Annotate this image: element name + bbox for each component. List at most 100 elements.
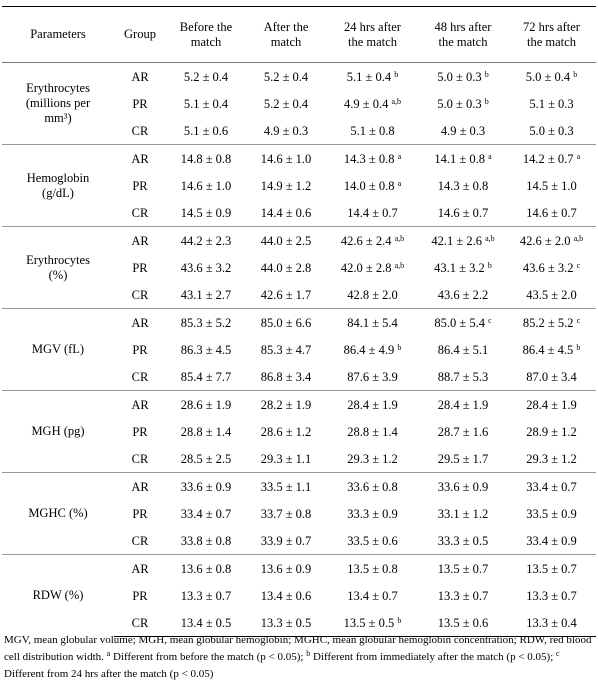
column-header: 48 hrs after the match [419,6,507,63]
column-header: 72 hrs after the match [507,6,596,63]
superscript: c [488,315,492,325]
value-text: 29.3 ± 1.1 [260,451,312,466]
value-text: 85.0 ± 6.6 [260,315,312,330]
parameter-cell: Erythrocytes (millions per mm³) [2,62,114,145]
value-cell: 33.6 ± 0.8 [326,472,419,500]
value-cell: 5.1 ± 0.3 [507,90,596,117]
value-text: 43.6 ± 3.2 [522,260,574,275]
value-text: 13.5 ± 0.7 [437,561,489,576]
value-cell: 33.3 ± 0.5 [419,527,507,555]
value-cell: 33.8 ± 0.8 [166,527,246,555]
table-row: CR 33.8 ± 0.8 33.9 ± 0.7 33.5 ± 0.6 33.3 ± 0… [2,527,596,555]
group-cell: PR [132,96,148,111]
parameter-cell: RDW (%) [2,554,114,637]
value-cell: 33.5 ± 1.1 [246,472,326,500]
value-cell: 28.4 ± 1.9 [326,390,419,418]
value-cell: 85.2 ± 5.2 c [507,308,596,336]
superscript: a [397,178,402,188]
table-row: Hemoglobin (g/dL) AR 14.8 ± 0.8 14.6 ± 1.0 14… [2,144,596,227]
value-text: 4.9 ± 0.3 [440,123,486,138]
value-text: 14.1 ± 0.8 [434,151,485,166]
table-row: CR 5.1 ± 0.6 4.9 ± 0.3 5.1 ± 0.8 4.9 ± 0.3 5.… [2,117,596,145]
superscript: b [484,96,489,106]
value-cell: 86.3 ± 4.5 [166,336,246,363]
value-text: 14.6 ± 0.7 [437,205,489,220]
parameter-group: Erythrocytes (millions per mm³) AR 5.2 ± 0.4… [2,62,596,145]
table-row: MGV (fL) AR 85.3 ± 5.2 85.0 ± 6.6 84.1 ± 5.4… [2,308,596,391]
superscript: b [487,260,492,270]
text-line: the match [348,34,397,49]
superscript: c [576,315,581,325]
text-line: MGV (fL) [31,342,85,356]
table-row: PR 43.6 ± 3.2 44.0 ± 2.8 42.0 ± 2.8 a,b 43.1… [2,254,596,281]
table-row: PR 28.8 ± 1.4 28.6 ± 1.2 28.8 ± 1.4 28.7 ± 1… [2,418,596,445]
value-cell: 43.6 ± 2.2 [419,281,507,309]
superscript: b [576,342,581,352]
value-cell: 85.0 ± 5.4 c [419,308,507,336]
text-line: Before the [179,19,233,34]
value-cell: 14.8 ± 0.8 [166,144,246,172]
value-text: 42.0 ± 2.8 [340,260,392,275]
footnote-mark: a [106,649,111,658]
value-text: 33.1 ± 1.2 [437,506,489,521]
parameter-cell: Hemoglobin (g/dL) [2,144,114,227]
value-cell: 5.2 ± 0.4 [246,62,326,90]
column-header: Group [114,6,166,63]
value-text: 28.8 ± 1.4 [347,424,398,439]
value-text: 33.4 ± 0.7 [526,479,577,494]
column-header: Parameters [2,6,114,63]
table-row: CR 28.5 ± 2.5 29.3 ± 1.1 29.3 ± 1.2 29.5 ± 1… [2,445,596,473]
value-text: 14.9 ± 1.2 [260,178,312,193]
value-text: 86.3 ± 4.5 [180,342,232,357]
value-cell: 13.5 ± 0.7 [507,554,596,582]
value-cell: 86.4 ± 4.9 b [326,336,419,363]
value-cell: 14.6 ± 1.0 [166,172,246,199]
group-cell: PR [132,506,148,521]
text-line: Parameters [30,27,86,41]
value-cell: 28.5 ± 2.5 [166,445,246,473]
value-cell: 33.4 ± 0.7 [507,472,596,500]
footnote: MGV, mean globular volume; MGH, mean glo… [4,632,594,683]
table-row: CR 13.4 ± 0.5 13.3 ± 0.5 13.5 ± 0.5 b 13.5 ±… [2,609,596,637]
superscript: a,b [394,260,405,270]
group-cell: CR [114,609,166,637]
text-line: (%) [48,267,68,282]
value-cell: 13.4 ± 0.5 [166,609,246,637]
value-text: 33.6 ± 0.9 [180,479,232,494]
value-text: 13.4 ± 0.5 [180,615,232,630]
value-text: 86.8 ± 3.4 [260,369,312,384]
value-cell: 28.4 ± 1.9 [419,390,507,418]
value-text: 87.0 ± 3.4 [526,369,577,384]
value-cell: 28.6 ± 1.2 [246,418,326,445]
value-text: 33.3 ± 0.5 [437,533,489,548]
value-text: 13.5 ± 0.8 [347,561,398,576]
value-cell: 33.9 ± 0.7 [246,527,326,555]
value-cell: 14.0 ± 0.8 a [326,172,419,199]
value-text: 14.6 ± 1.0 [260,151,312,166]
value-text: 85.2 ± 5.2 [522,315,574,330]
value-cell: 33.5 ± 0.9 [507,500,596,527]
value-text: 85.3 ± 5.2 [180,315,232,330]
value-text: 13.5 ± 0.6 [437,615,489,630]
value-cell: 13.3 ± 0.7 [166,582,246,609]
value-text: 86.4 ± 4.9 [343,342,395,357]
value-cell: 29.3 ± 1.2 [326,445,419,473]
value-cell: 33.6 ± 0.9 [419,472,507,500]
superscript: a [488,151,492,161]
value-cell: 14.9 ± 1.2 [246,172,326,199]
value-text: 85.3 ± 4.7 [260,342,312,357]
value-text: 28.4 ± 1.9 [347,397,398,412]
group-cell: AR [114,390,166,418]
value-text: 33.8 ± 0.8 [180,533,232,548]
superscript: b [397,615,402,625]
column-header: Before the match [166,6,246,63]
superscript: b [394,69,399,79]
value-text: 13.5 ± 0.5 [343,615,395,630]
value-cell: 28.4 ± 1.9 [507,390,596,418]
value-text: 14.5 ± 1.0 [526,178,577,193]
value-cell: 42.0 ± 2.8 a,b [326,254,419,281]
value-text: 14.4 ± 0.7 [347,205,398,220]
value-cell: 43.1 ± 3.2 b [419,254,507,281]
parameter-cell: MGH (pg) [2,390,114,473]
value-text: 42.6 ± 2.0 [519,233,571,248]
